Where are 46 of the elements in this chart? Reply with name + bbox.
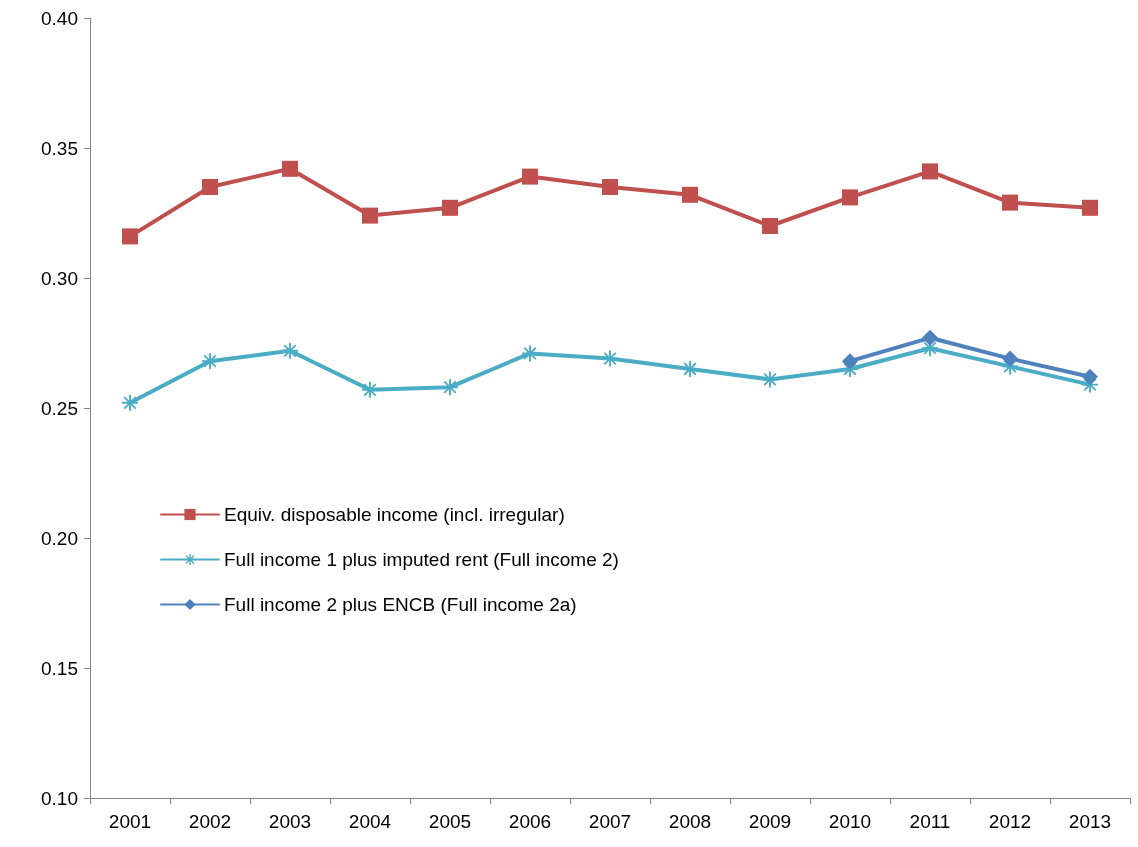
point (202, 179, 218, 195)
point (922, 329, 938, 346)
y-tick-label: 0.15 (41, 657, 78, 679)
y-tick-label: 0.30 (41, 267, 78, 289)
x-tick-label: 2010 (828, 811, 872, 832)
y-tick-label: 0.20 (41, 527, 78, 549)
point (202, 353, 218, 370)
point (442, 379, 458, 396)
x-tick-label: 2006 (508, 811, 552, 832)
point (282, 160, 298, 177)
legend-label: Full income 1 plus imputed rent (Full income 2) (224, 549, 619, 570)
x-tick-label: 2013 (1068, 811, 1112, 832)
point (362, 381, 378, 398)
y-tick-label: 0.10 (41, 787, 78, 809)
point (522, 168, 538, 185)
x-tick-label: 2007 (588, 811, 632, 832)
x-tick-label: 2004 (348, 811, 392, 832)
point (762, 218, 778, 234)
point (442, 199, 458, 216)
point (1082, 199, 1098, 216)
point (1002, 194, 1018, 211)
x-tick-label: 2001 (108, 811, 152, 832)
legend-label: Full income 2 plus ENCB (Full income 2a) (224, 594, 577, 615)
point (842, 189, 858, 206)
point (602, 179, 618, 195)
point (1002, 350, 1018, 367)
point (282, 342, 298, 359)
point (362, 207, 378, 224)
point (122, 228, 138, 245)
x-tick-label: 2005 (428, 811, 472, 832)
y-tick-label: 0.40 (41, 7, 78, 29)
x-tick-label: 2008 (668, 811, 712, 832)
point (682, 186, 698, 203)
x-tick-label: 2012 (988, 811, 1032, 832)
point (122, 394, 138, 411)
y-tick-label: 0.35 (41, 137, 78, 159)
x-tick-label: 2011 (909, 811, 951, 832)
y-tick-label: 0.25 (41, 397, 78, 419)
x-tick-label: 2003 (268, 811, 312, 832)
point (1082, 368, 1098, 385)
point (842, 353, 858, 370)
x-tick-label: 2002 (188, 811, 232, 832)
point (922, 163, 938, 180)
legend-label: Equiv. disposable income (incl. irregular) (224, 504, 565, 525)
point (682, 361, 698, 377)
x-tick-label: 2009 (748, 811, 792, 832)
